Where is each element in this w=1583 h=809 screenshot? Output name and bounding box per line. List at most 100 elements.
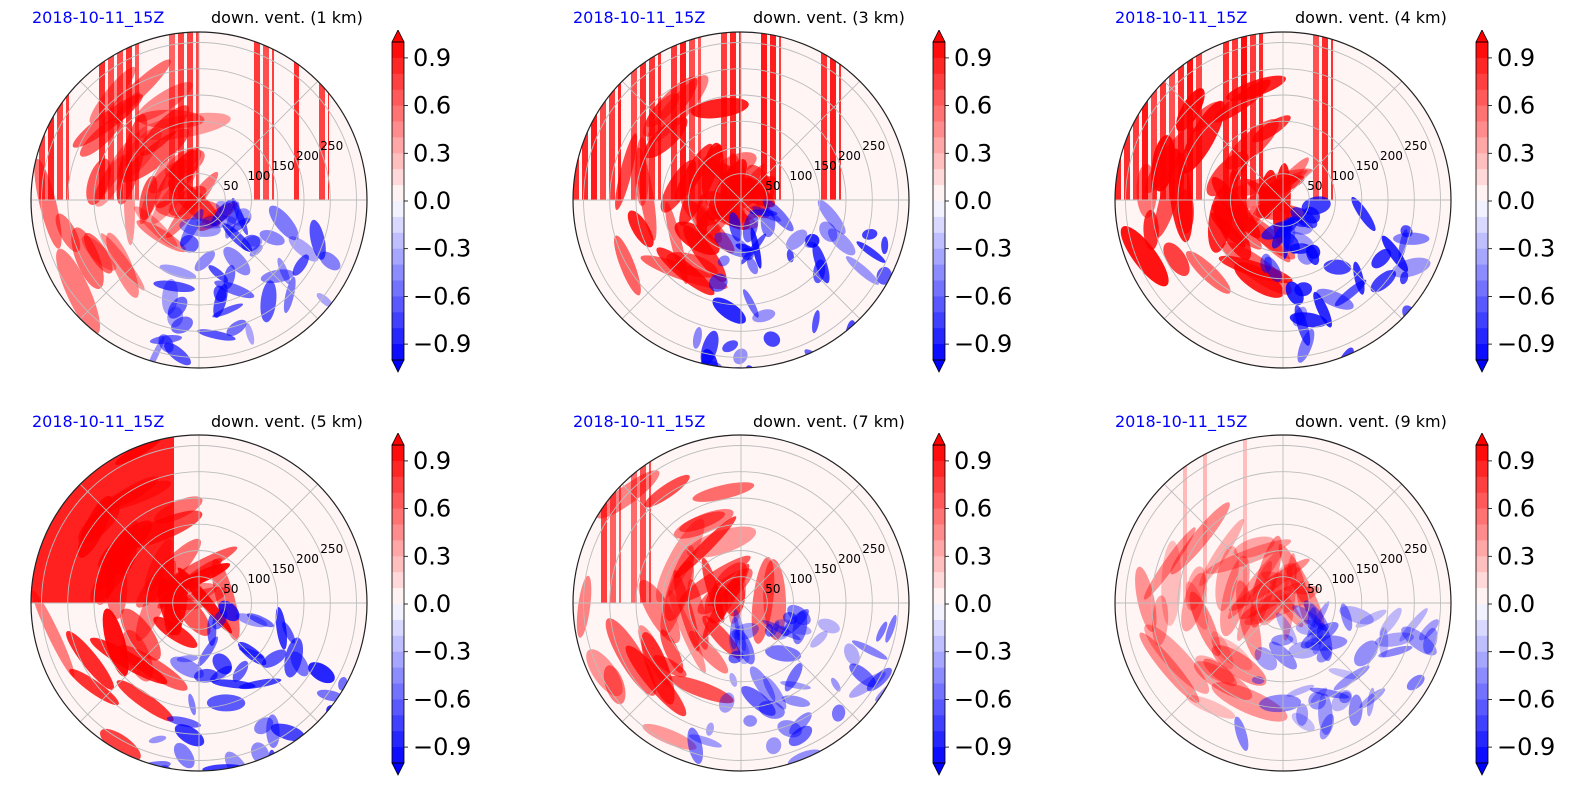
- red-blob-mark: [1185, 581, 1209, 630]
- red-stripe-mark: [640, 435, 646, 603]
- red-stripe-mark: [1259, 32, 1263, 200]
- red-stripe-mark: [1183, 435, 1187, 603]
- red-blob-mark: [1189, 591, 1221, 657]
- radial-tick-label: 250: [1404, 139, 1427, 153]
- red-stripe-mark: [57, 32, 63, 200]
- blue-blob-mark: [831, 704, 846, 722]
- colorbar-segment: [392, 572, 404, 589]
- red-stripe-mark: [609, 32, 615, 200]
- colorbar-tick-label: 0.6: [413, 92, 451, 120]
- colorbar-segment: [933, 524, 945, 541]
- red-stripe-mark: [1241, 32, 1247, 200]
- red-blob-mark: [1161, 540, 1182, 626]
- red-blob-mark: [77, 495, 113, 558]
- colorbar-tick-label: −0.3: [954, 638, 1012, 666]
- red-stripe-mark: [1160, 32, 1166, 200]
- blue-blob-mark: [1339, 606, 1374, 625]
- red-blob-mark: [93, 132, 140, 202]
- blue-blob-mark: [1286, 684, 1315, 697]
- colorbar-segment: [933, 556, 945, 573]
- colorbar-segment: [933, 121, 945, 138]
- colorbar-extend-max: [1475, 433, 1489, 446]
- blue-blob-mark: [1351, 196, 1376, 232]
- blue-blob-mark: [1381, 235, 1409, 272]
- colorbar-tick-label: 0.0: [413, 187, 451, 215]
- blue-blob-mark: [1292, 605, 1326, 631]
- polar-frame: [1114, 434, 1452, 772]
- blue-blob-mark: [1331, 689, 1352, 712]
- blue-blob-mark: [1313, 291, 1332, 328]
- colorbar-segment: [933, 651, 945, 669]
- blue-blob-mark: [173, 742, 195, 769]
- colorbar-segment: [933, 264, 945, 281]
- red-blob-mark: [137, 109, 205, 129]
- colorbar-extend-max: [391, 433, 405, 446]
- colorbar-segment: [1476, 169, 1488, 186]
- red-stripe-mark: [1151, 32, 1157, 200]
- colorbar-segment: [933, 619, 945, 637]
- colorbar-segment: [1476, 508, 1488, 525]
- red-blob-mark: [149, 159, 188, 194]
- panel-field-label: down. vent. (7 km): [753, 412, 905, 431]
- colorbar-segment: [1476, 572, 1488, 589]
- red-blob-mark: [1236, 580, 1262, 661]
- blue-blob-mark: [760, 207, 776, 238]
- colorbar-segment: [392, 635, 404, 653]
- colorbar-segment: [933, 588, 945, 605]
- blue-blob-mark: [722, 340, 739, 353]
- blue-blob-mark: [752, 206, 782, 222]
- colorbar-segment: [933, 312, 945, 329]
- colorbar-segment: [1476, 89, 1488, 107]
- red-blob-mark: [1151, 135, 1175, 192]
- colorbar-segment: [933, 747, 945, 764]
- colorbar-segment: [392, 280, 404, 297]
- blue-blob-mark: [701, 348, 719, 368]
- colorbar-segment: [1476, 619, 1488, 637]
- colorbar-tick-label: 0.0: [954, 590, 992, 618]
- blue-blob-mark: [817, 618, 840, 634]
- colorbar-tick-label: 0.6: [954, 92, 992, 120]
- colorbar-segment: [1476, 232, 1488, 250]
- red-stripe-mark: [573, 32, 579, 200]
- panel-field-label: down. vent. (5 km): [211, 412, 363, 431]
- blue-blob-mark: [270, 723, 305, 742]
- blue-blob-mark: [743, 715, 758, 727]
- blue-blob-mark: [1353, 640, 1379, 667]
- blue-blob-mark: [180, 234, 199, 253]
- colorbar-segment: [392, 683, 404, 700]
- colorbar-segment: [392, 137, 404, 154]
- colorbar-segment: [933, 344, 945, 361]
- red-stripe-mark: [631, 32, 637, 200]
- colorbar-tick-label: −0.6: [413, 282, 471, 310]
- colorbar-tick-label: 0.0: [1497, 590, 1535, 618]
- red-blob-mark: [83, 232, 113, 274]
- red-blob-mark: [1259, 562, 1297, 626]
- blue-blob-mark: [845, 256, 879, 285]
- blue-blob-mark: [827, 228, 856, 256]
- panel-date-label: 2018-10-11_15Z: [1115, 8, 1248, 27]
- blue-blob-mark: [159, 264, 197, 280]
- blue-blob-mark: [765, 645, 802, 662]
- blue-blob-mark: [728, 650, 744, 664]
- colorbar-tick-label: 0.3: [413, 139, 451, 167]
- colorbar-segment: [392, 460, 404, 478]
- colorbar-tick-label: −0.3: [954, 235, 1012, 263]
- colorbar-segment: [1476, 201, 1488, 218]
- blue-blob-mark: [1288, 641, 1320, 659]
- colorbar-segment: [392, 556, 404, 573]
- red-blob-mark: [1234, 262, 1284, 298]
- blue-blob-mark: [762, 620, 801, 641]
- red-blob-mark: [644, 474, 690, 508]
- red-stripe-mark: [66, 32, 69, 200]
- colorbar-segment: [392, 619, 404, 637]
- red-blob-mark: [1207, 186, 1234, 253]
- blue-blob-mark: [741, 685, 776, 716]
- colorbar-segment: [392, 476, 404, 494]
- colorbar-tick-label: 0.3: [954, 542, 992, 570]
- colorbar: 0.9 0.6 0.3 0.0 −0.3 −0.6 −0.9: [1475, 30, 1555, 373]
- panel-field-label: down. vent. (3 km): [753, 8, 905, 27]
- blue-blob-mark: [782, 612, 798, 625]
- colorbar-segment: [933, 476, 945, 494]
- colorbar: 0.9 0.6 0.3 0.0 −0.3 −0.6 −0.9: [1475, 433, 1555, 776]
